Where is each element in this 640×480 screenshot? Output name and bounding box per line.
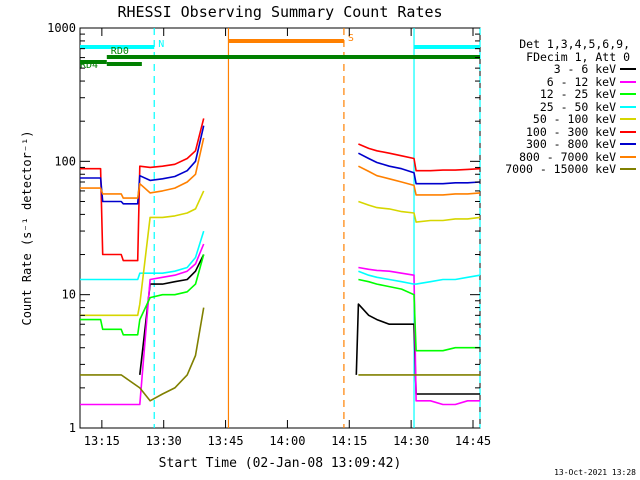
plot-timestamp: 13-Oct-2021 13:28 [554,468,636,477]
y-tick-label: 1000 [47,21,76,35]
legend-entry-label: 3 - 6 keV [553,62,616,76]
series-line [80,190,481,317]
series-line [80,125,481,205]
chart-title: RHESSI Observing Summary Count Rates [117,3,442,21]
status-bar-label: N [158,39,164,50]
legend-entry-label: 300 - 800 keV [525,137,616,151]
legend-swatch [620,118,636,121]
legend-entry-label: 25 - 50 keV [539,99,616,114]
series-line [80,307,480,402]
legend-entry: 300 - 800 keV [480,138,636,151]
legend-entry-label: 100 - 300 keV [525,124,616,139]
legend-entry: 800 - 7000 keV [480,149,636,164]
series-line [139,254,480,395]
legend-entry-label: 50 - 100 keV [532,112,616,126]
legend-swatch [620,68,636,71]
legend: Det 1,3,4,5,6,9, FDecim 1, Att 0 3 - 6 k… [480,38,636,176]
x-tick-label: 14:45 [455,434,491,448]
legend-entry-label: 7000 - 15000 keV [505,162,616,176]
y-tick-label: 10 [62,288,76,302]
x-tick-label: 14:00 [269,434,305,448]
series-line [80,230,481,285]
x-tick-label: 13:30 [146,434,182,448]
legend-entry: 100 - 300 keV [480,124,636,139]
legend-entry: 7000 - 15000 keV [480,163,636,176]
legend-entry: 25 - 50 keV [480,99,636,114]
y-axis-label: Count Rate (s⁻¹ detector⁻¹) [20,130,34,325]
legend-entry: 12 - 25 keV [480,88,636,101]
x-tick-label: 14:15 [331,434,367,448]
legend-header-detectors: Det 1,3,4,5,6,9, [519,37,630,51]
plot-frame [79,27,481,429]
x-axis-label: Start Time (02-Jan-08 13:09:42) [159,456,402,471]
series-line [80,254,480,352]
series-line [80,118,481,262]
status-bar-label: RD4 [80,60,98,71]
legend-swatch [620,105,636,108]
legend-entry-label: 12 - 25 keV [539,87,616,101]
status-bar-label: S [348,33,354,44]
y-tick-label: 1 [69,421,76,435]
series-line [80,243,480,406]
legend-swatch [620,143,636,146]
status-bar-label: RD0 [111,46,129,57]
legend-entry: 50 - 100 keV [480,113,636,126]
series-line [80,137,481,199]
x-tick-label: 13:45 [208,434,244,448]
legend-swatch [620,130,636,133]
legend-entry: 6 - 12 keV [480,74,636,89]
legend-entry-label: 6 - 12 keV [546,74,616,89]
legend-swatch [620,93,636,96]
legend-swatch [620,168,636,171]
x-tick-label: 13:15 [84,434,120,448]
x-tick-label: 14:30 [393,434,429,448]
legend-entry-label: 800 - 7000 keV [519,149,616,164]
y-tick-label: 100 [54,154,76,168]
legend-entry: 3 - 6 keV [480,63,636,76]
legend-header-decimation: FDecim 1, Att 0 [526,49,630,64]
legend-swatch [620,155,636,158]
legend-swatch [620,80,636,83]
